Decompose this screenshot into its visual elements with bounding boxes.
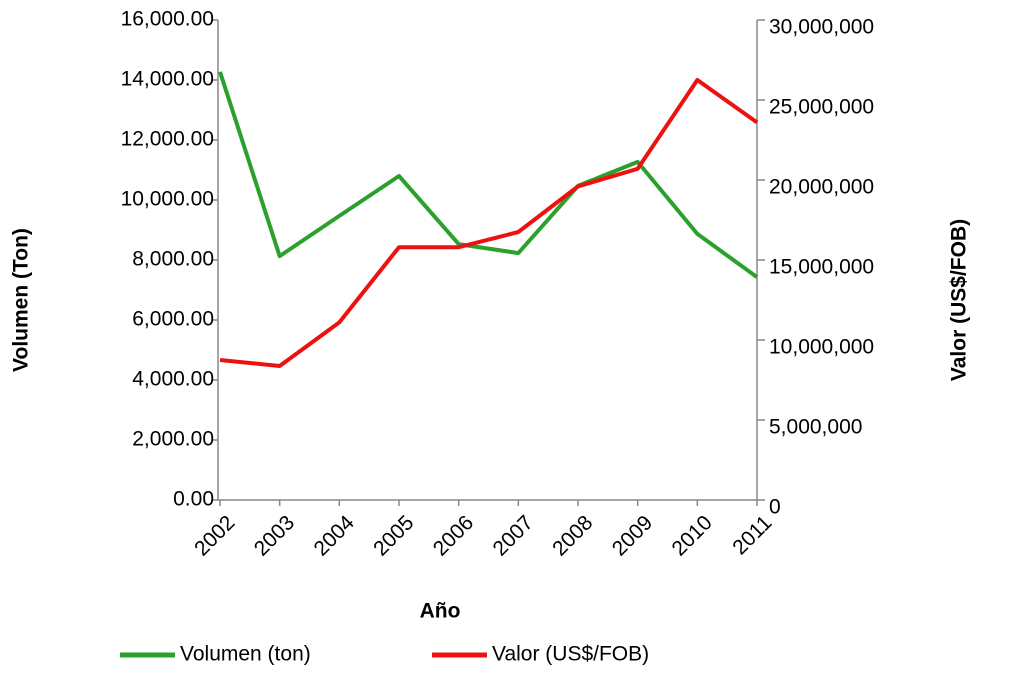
y2-tick-label: 10,000,000 (769, 336, 874, 359)
x-tick-label: 2007 (488, 511, 537, 560)
y2-tick-label: 20,000,000 (769, 176, 874, 199)
y-tick-label: 10,000.00 (121, 188, 214, 211)
y-tick-label: 16,000.00 (121, 8, 214, 31)
y2-tick-label: 15,000,000 (769, 256, 874, 279)
y-tick-label: 0.00 (173, 488, 214, 511)
x-tick-label: 2010 (667, 511, 716, 560)
y2-tick-label: 30,000,000 (769, 16, 874, 39)
y-tick-label: 14,000.00 (121, 68, 214, 91)
y-tick-label: 2,000.00 (132, 428, 214, 451)
legend-label: Valor (US$/FOB) (492, 643, 649, 666)
x-axis-title: Año (420, 600, 461, 623)
x-tick-label: 2003 (250, 511, 299, 560)
y2-tick-label: 25,000,000 (769, 96, 874, 119)
y-axis-title: Volumen (Ton) (10, 228, 33, 372)
x-tick-label: 2009 (608, 511, 657, 560)
x-tick-label: 2005 (369, 511, 418, 560)
y2-tick-label: 0 (769, 496, 781, 519)
y-tick-label: 8,000.00 (132, 248, 214, 271)
y2-axis-title: Valor (US$/FOB) (948, 219, 971, 381)
y-tick-label: 6,000.00 (132, 308, 214, 331)
x-tick-label: 2006 (429, 511, 478, 560)
y-tick-label: 4,000.00 (132, 368, 214, 391)
series-line (219, 78, 759, 368)
x-tick-label: 2004 (309, 511, 359, 561)
x-tick-label: 2008 (548, 511, 597, 560)
series-line (218, 71, 759, 279)
legend-label: Volumen (ton) (180, 643, 311, 666)
x-tick-label: 2002 (190, 511, 239, 560)
y-tick-label: 12,000.00 (121, 128, 214, 151)
y2-tick-label: 5,000,000 (769, 416, 862, 439)
